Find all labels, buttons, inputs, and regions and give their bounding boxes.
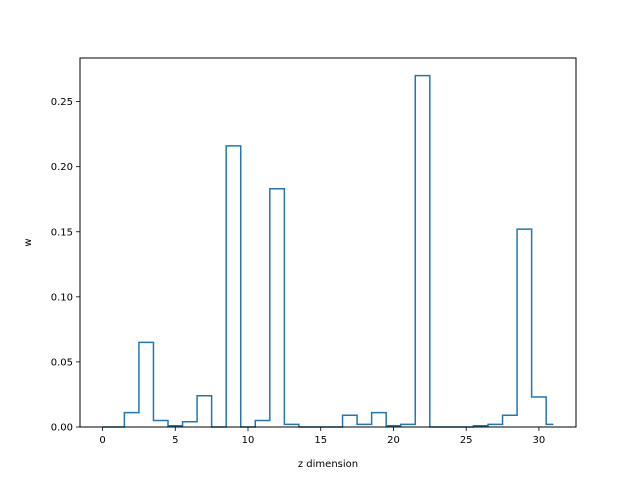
y-tick-label: 0.00 (51, 423, 73, 434)
x-tick-label: 15 (314, 435, 327, 446)
y-axis-ticks: 0.00 0.05 0.10 0.15 0.20 0.25 (51, 97, 80, 434)
x-axis-ticks: 0 5 10 15 20 25 30 (99, 427, 545, 446)
x-tick-label: 10 (242, 435, 255, 446)
y-tick-label: 0.20 (51, 162, 73, 173)
x-tick-label: 30 (533, 435, 546, 446)
x-tick-label: 0 (99, 435, 105, 446)
plot-background (80, 58, 576, 427)
x-tick-label: 20 (387, 435, 400, 446)
y-tick-label: 0.10 (51, 292, 73, 303)
y-tick-label: 0.15 (51, 227, 73, 238)
x-axis-label: z dimension (298, 459, 358, 470)
plot-frame (79, 57, 577, 428)
y-tick-label: 0.05 (51, 357, 73, 368)
y-tick-label: 0.25 (51, 97, 73, 108)
x-tick-label: 25 (460, 435, 473, 446)
x-tick-label: 5 (172, 435, 178, 446)
y-axis-label: w (23, 238, 34, 246)
